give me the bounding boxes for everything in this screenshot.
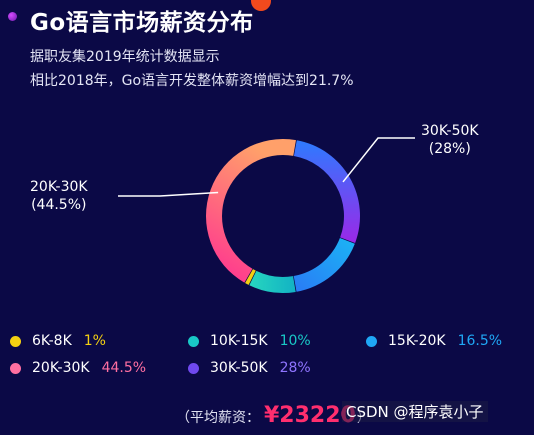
legend-value-15k-20k: 16.5% xyxy=(457,333,503,349)
average-salary-amount: ¥23220 xyxy=(264,403,356,428)
watermark: CSDN @程序袁小子 xyxy=(342,401,488,422)
callout-30k-50k: 30K-50K (28%) xyxy=(421,122,479,158)
average-salary: （平均薪资： ¥23220 ） xyxy=(176,403,371,428)
legend-item-20k-30k: 20K-30K 44.5% xyxy=(10,358,146,378)
legend-label-20k-30k: 20K-30K xyxy=(32,360,90,376)
notification-badge xyxy=(251,0,271,11)
legend-dot-6k-8k xyxy=(10,335,21,347)
legend-dot-15k-20k xyxy=(366,335,377,347)
slice-30k-50k xyxy=(293,140,360,243)
leader-line-30k-50k xyxy=(342,137,415,183)
donut-chart xyxy=(118,137,415,293)
legend-value-6k-8k: 1% xyxy=(83,333,106,349)
legend-item-6k-8k: 6K-8K 1% xyxy=(10,331,106,351)
callout-20k-30k: 20K-30K (44.5%) xyxy=(30,178,88,214)
page-title: Go语言市场薪资分布 xyxy=(30,10,254,36)
callout-20k-30k-percent: (44.5%) xyxy=(31,197,87,213)
average-salary-label: （平均薪资： xyxy=(176,410,260,426)
legend-label-10k-15k: 10K-15K xyxy=(210,333,268,349)
legend-label-6k-8k: 6K-8K xyxy=(32,333,72,349)
slice-20k-30k xyxy=(205,138,296,283)
legend-label-30k-50k: 30K-50K xyxy=(210,360,268,376)
legend-item-10k-15k: 10K-15K 10% xyxy=(188,331,311,351)
description-line-1: 据职友集2019年统计数据显示 xyxy=(30,49,220,65)
legend-value-30k-50k: 28% xyxy=(279,360,311,376)
callout-20k-30k-range: 20K-30K xyxy=(30,179,88,195)
slice-10k-15k xyxy=(249,270,296,293)
legend-item-15k-20k: 15K-20K 16.5% xyxy=(366,331,502,351)
description-line-2: 相比2018年，Go语言开发整体薪资增幅达到21.7% xyxy=(30,73,354,89)
title-bullet-icon xyxy=(8,12,17,21)
legend-dot-20k-30k xyxy=(10,362,21,374)
slice-6k-8k xyxy=(245,269,256,285)
slice-15k-20k xyxy=(293,237,355,292)
legend-label-15k-20k: 15K-20K xyxy=(388,333,446,349)
legend-dot-30k-50k xyxy=(188,362,199,374)
callout-30k-50k-range: 30K-50K xyxy=(421,123,479,139)
legend-dot-10k-15k xyxy=(188,335,199,347)
legend-value-10k-15k: 10% xyxy=(279,333,311,349)
legend-value-20k-30k: 44.5% xyxy=(101,360,147,376)
callout-30k-50k-percent: (28%) xyxy=(428,141,471,157)
legend-item-30k-50k: 30K-50K 28% xyxy=(188,358,311,378)
leader-line-20k-30k xyxy=(118,191,219,197)
